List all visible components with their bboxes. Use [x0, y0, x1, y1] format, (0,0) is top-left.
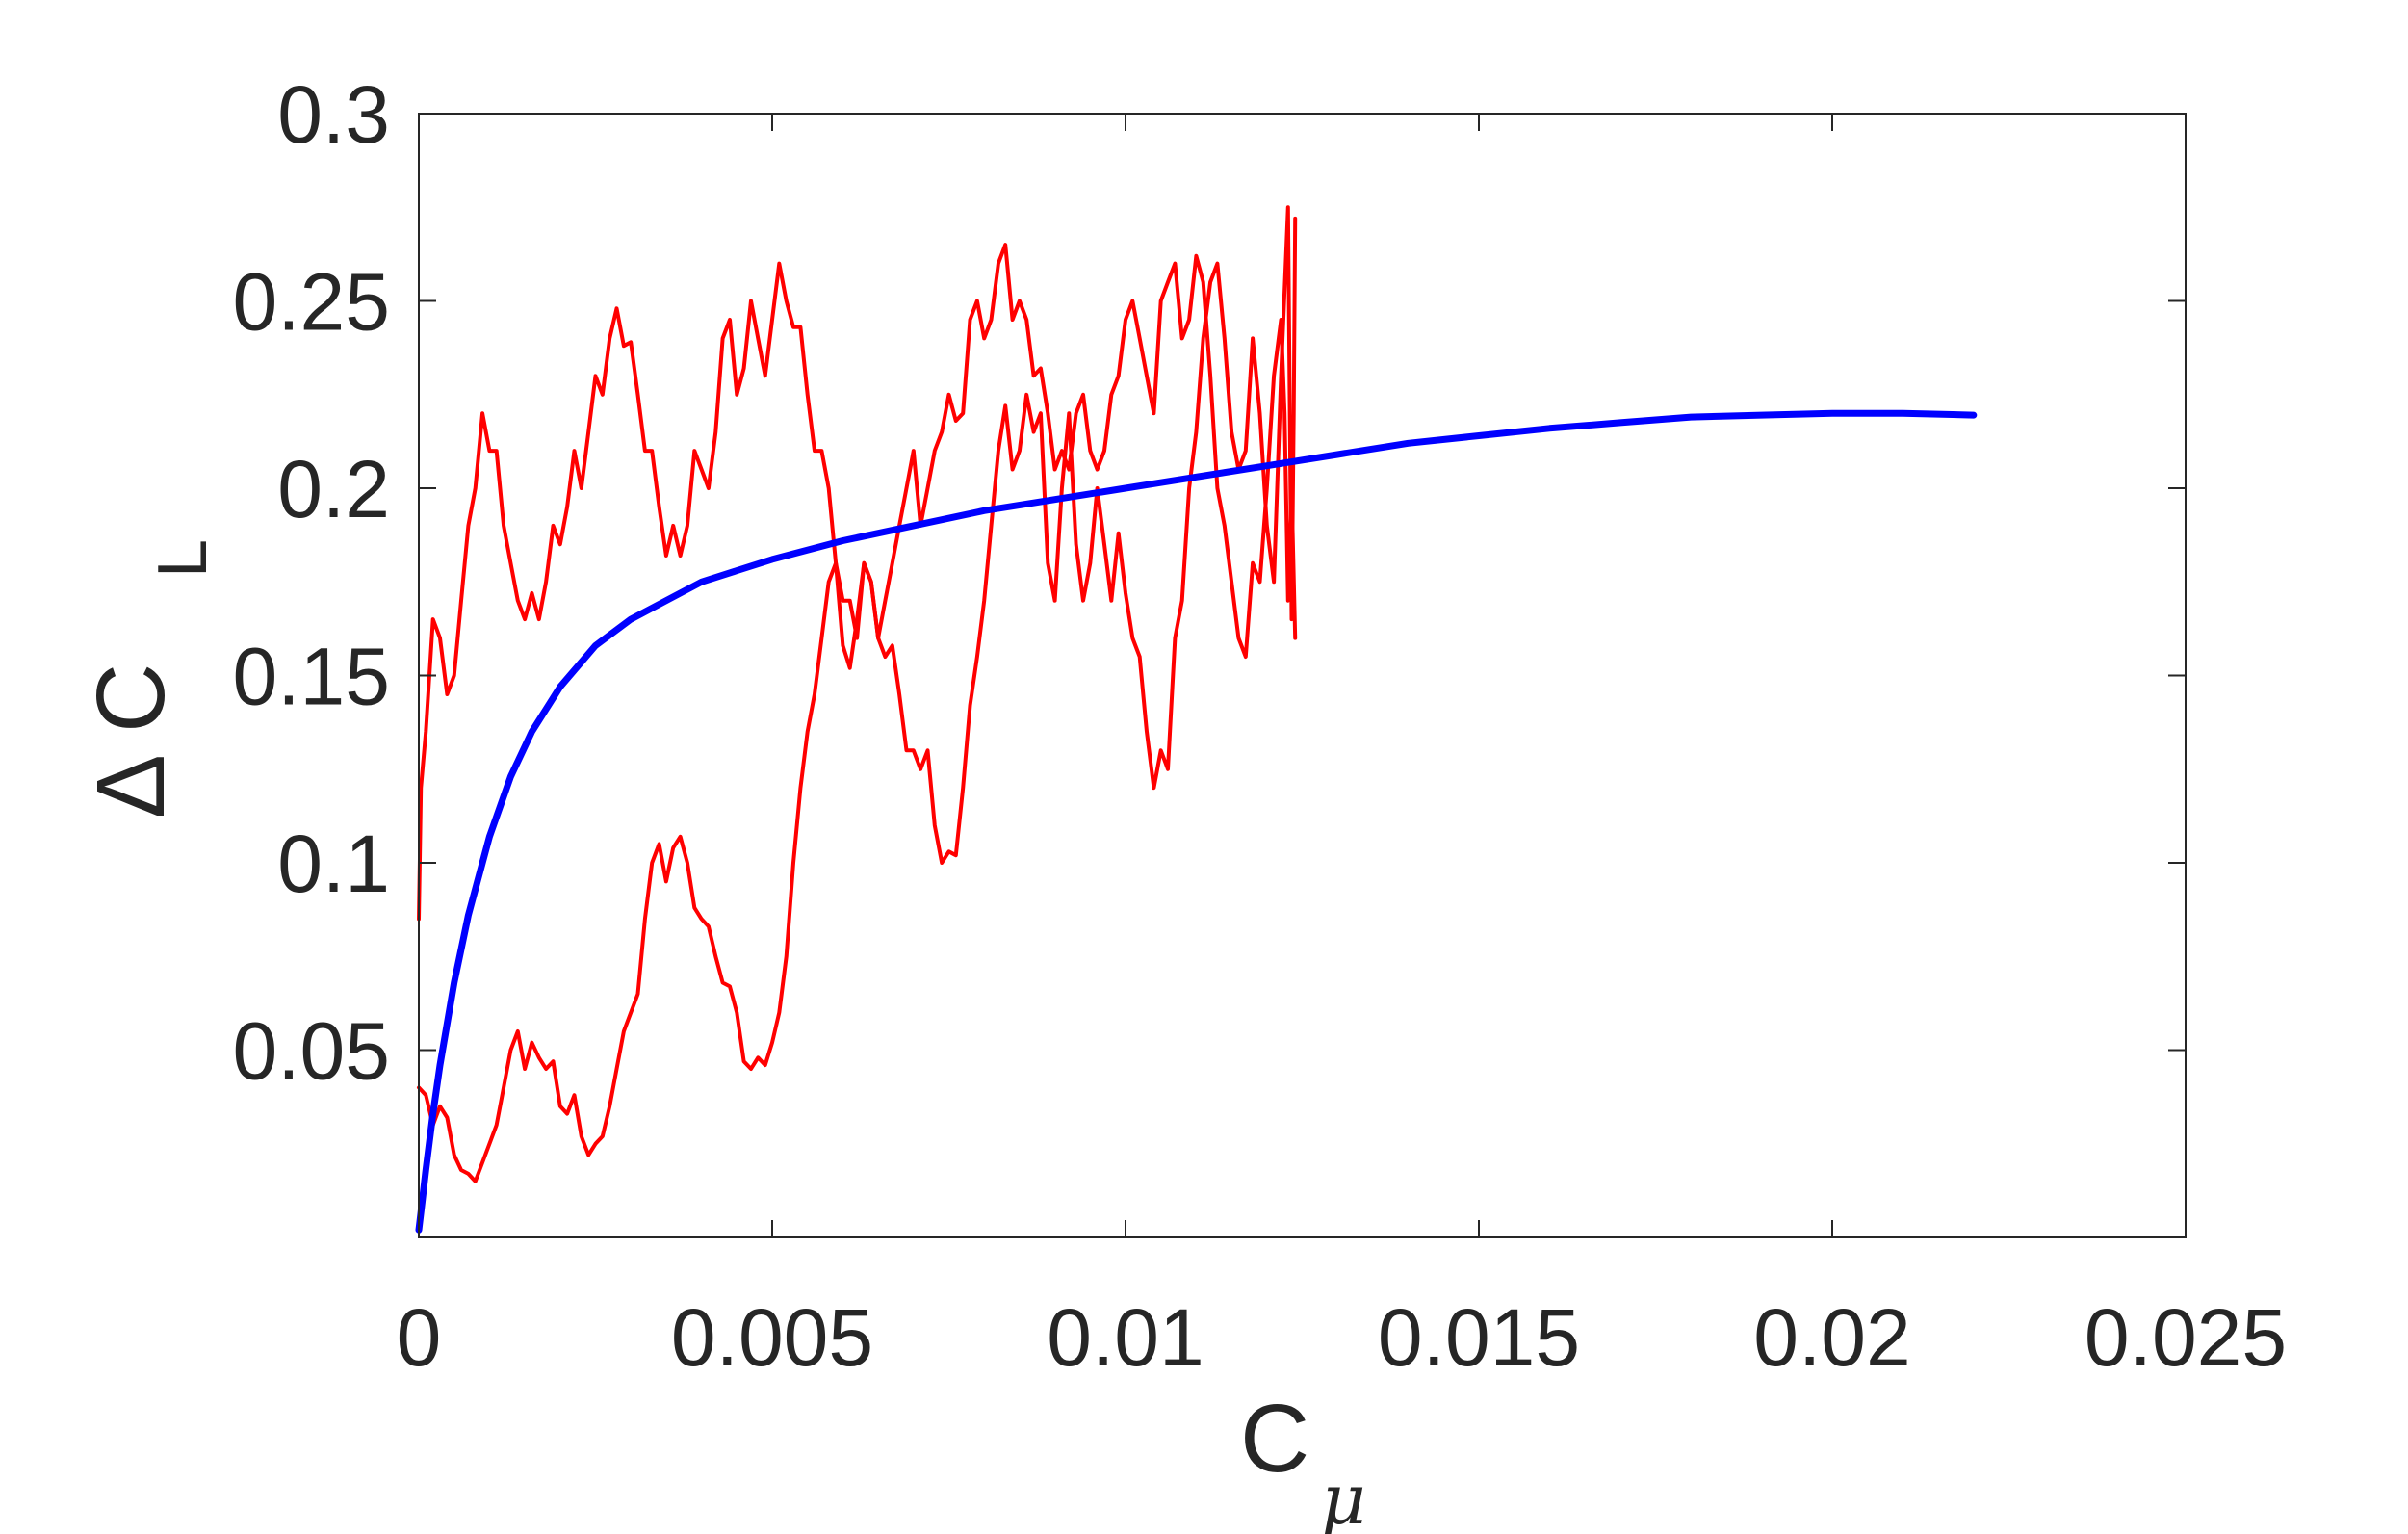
- y-axis-label-sub: L: [144, 539, 221, 578]
- y-tick-label: 0.3: [277, 69, 390, 160]
- series-layer: [415, 205, 1978, 1234]
- ticks-layer: 0 0.005 0.01 0.015 0.02 0.025 0.05 0.1 0.15 0.2 0.…: [233, 69, 2288, 1383]
- x-tick-label: 0.02: [1753, 1292, 1911, 1383]
- y-axis-label: Δ C L: [77, 539, 221, 819]
- x-tick-label: 0.01: [1047, 1292, 1204, 1383]
- x-tick-label: 0.025: [2084, 1292, 2287, 1383]
- y-tick-label: 0.15: [233, 632, 391, 722]
- y-tick-label: 0.1: [277, 819, 390, 909]
- y-axis-label-main: Δ C: [77, 663, 185, 819]
- x-tick-label: 0.005: [671, 1292, 873, 1383]
- x-axis-label-main: C: [1240, 1385, 1309, 1493]
- x-tick-label: 0.015: [1378, 1292, 1580, 1383]
- y-tick-label: 0.2: [277, 444, 390, 534]
- y-tick-label: 0.25: [233, 257, 391, 348]
- series-line-3: [415, 409, 1978, 1234]
- x-tick-label: 0: [397, 1292, 442, 1383]
- x-axis-label-sub: μ: [1321, 1459, 1366, 1534]
- y-tick-label: 0.05: [233, 1006, 391, 1097]
- x-axis-label: C: [1240, 1385, 1309, 1493]
- series-line-2: [417, 243, 1298, 1183]
